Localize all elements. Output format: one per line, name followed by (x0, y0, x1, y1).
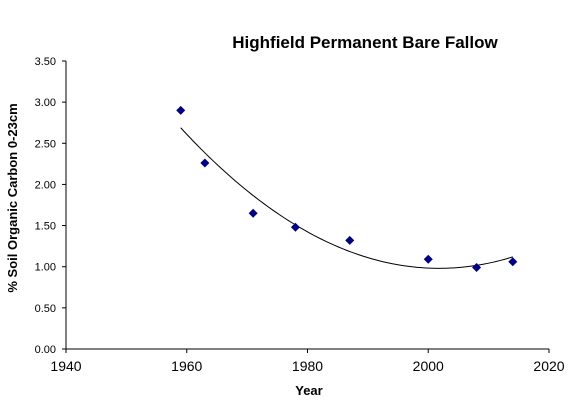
y-tick-label: 3.50 (35, 56, 56, 68)
y-tick-label: 1.50 (35, 221, 56, 233)
x-tick-label: 1960 (171, 358, 202, 374)
data-point (345, 235, 355, 245)
x-tick-label: 1980 (292, 358, 323, 374)
chart-title: Highfield Permanent Bare Fallow (232, 33, 498, 52)
axes: 0.00 0.50 1.00 1.50 2.00 2.50 3.00 3.50 1940 1960… (35, 56, 565, 374)
y-tick-label: 2.50 (35, 138, 56, 150)
y-tick-label: 3.00 (35, 97, 56, 109)
data-point (423, 254, 433, 264)
y-tick-label: 0.00 (35, 344, 56, 356)
data-point (508, 257, 518, 267)
y-tick-label: 2.00 (35, 179, 56, 191)
data-point (290, 222, 300, 232)
x-tick-label: 1940 (50, 358, 81, 374)
y-axis-label: % Soil Organic Carbon 0-23cm (5, 103, 20, 292)
data-point (200, 158, 210, 168)
data-point (248, 208, 258, 218)
trendline (180, 127, 513, 269)
data-point (176, 105, 186, 115)
y-tick-label: 1.00 (35, 262, 56, 274)
x-tick-label: 2020 (533, 358, 564, 374)
data-points (176, 105, 518, 273)
data-point (472, 263, 482, 273)
x-tick-label: 2000 (413, 358, 444, 374)
trendline-group (180, 127, 513, 269)
x-axis-label: Year (295, 383, 322, 398)
y-tick-label: 0.50 (35, 303, 56, 315)
